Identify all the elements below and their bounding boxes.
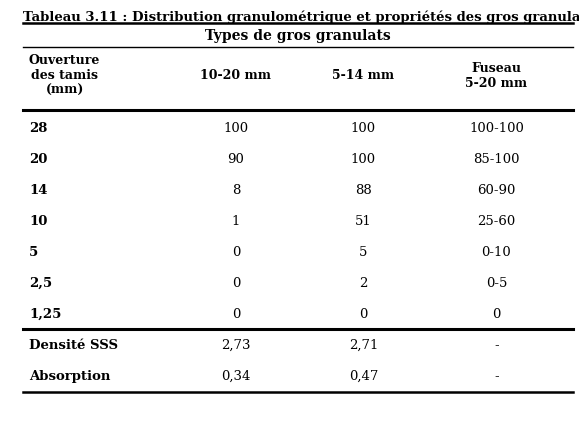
- Text: Types de gros granulats: Types de gros granulats: [206, 29, 391, 43]
- Text: 100: 100: [351, 123, 376, 135]
- Text: Absorption: Absorption: [29, 370, 111, 383]
- Text: Densité SSS: Densité SSS: [29, 339, 118, 352]
- Text: 0: 0: [232, 308, 240, 321]
- Text: 10-20 mm: 10-20 mm: [200, 70, 272, 82]
- Text: 100: 100: [223, 123, 248, 135]
- Text: 88: 88: [355, 184, 372, 197]
- Text: Tableau 3.11 : Distribution granulométrique et propriétés des gros granulats: Tableau 3.11 : Distribution granulométri…: [23, 11, 579, 24]
- Text: 5: 5: [29, 246, 38, 259]
- Text: 10: 10: [29, 215, 47, 228]
- Text: 28: 28: [29, 123, 47, 135]
- Text: 1: 1: [232, 215, 240, 228]
- Text: 100-100: 100-100: [469, 123, 524, 135]
- Text: 0: 0: [492, 308, 501, 321]
- Text: 1,25: 1,25: [29, 308, 61, 321]
- Text: -: -: [494, 370, 499, 383]
- Text: 5-14 mm: 5-14 mm: [332, 70, 394, 82]
- Text: 85-100: 85-100: [473, 153, 520, 166]
- Text: 2,5: 2,5: [29, 277, 52, 290]
- Text: Fuseau
5-20 mm: Fuseau 5-20 mm: [466, 62, 527, 90]
- Text: 0: 0: [232, 246, 240, 259]
- Text: 0-5: 0-5: [486, 277, 507, 290]
- Text: -: -: [494, 339, 499, 352]
- Text: 0-10: 0-10: [482, 246, 511, 259]
- Text: 0: 0: [232, 277, 240, 290]
- Text: 60-90: 60-90: [477, 184, 516, 197]
- Text: 0,34: 0,34: [221, 370, 251, 383]
- Text: 8: 8: [232, 184, 240, 197]
- Text: 51: 51: [355, 215, 372, 228]
- Text: 2,71: 2,71: [349, 339, 378, 352]
- Text: 20: 20: [29, 153, 47, 166]
- Text: Ouverture
des tamis
(mm): Ouverture des tamis (mm): [29, 54, 100, 98]
- Text: 5: 5: [359, 246, 368, 259]
- Text: 0,47: 0,47: [349, 370, 378, 383]
- Text: 2: 2: [359, 277, 368, 290]
- Text: 100: 100: [351, 153, 376, 166]
- Text: 90: 90: [228, 153, 244, 166]
- Text: 14: 14: [29, 184, 47, 197]
- Text: 2,73: 2,73: [221, 339, 251, 352]
- Text: 0: 0: [359, 308, 368, 321]
- Text: 25-60: 25-60: [477, 215, 516, 228]
